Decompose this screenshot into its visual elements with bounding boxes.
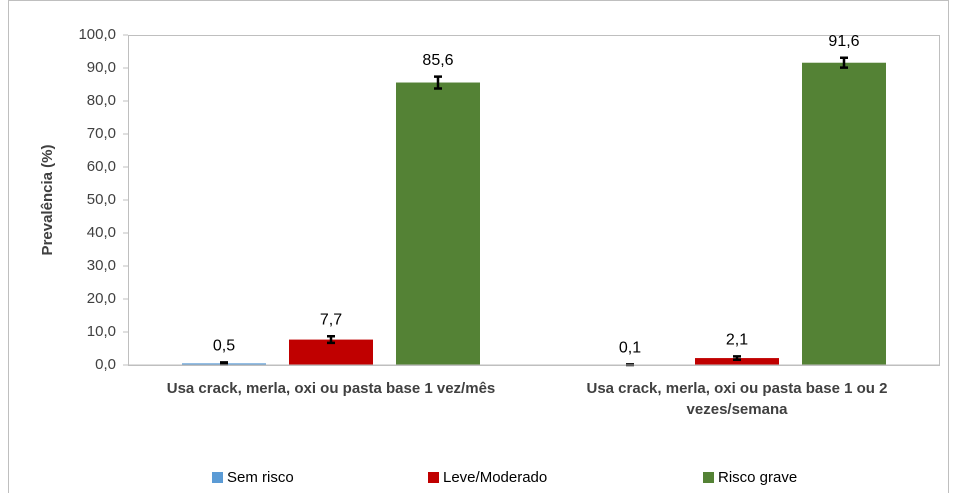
error-bar xyxy=(840,56,848,69)
x-tick-label-box: Usa crack, merla, oxi ou pasta base 1 ou… xyxy=(586,380,888,418)
y-tick-label: 0,0 xyxy=(95,356,116,373)
chart-frame xyxy=(8,0,949,493)
y-tick-label: 50,0 xyxy=(87,191,116,208)
error-bar xyxy=(327,335,335,345)
error-bar xyxy=(220,361,228,366)
legend-label: Sem risco xyxy=(227,469,294,486)
x-tick-label: Usa crack, merla, oxi ou pasta base 1 ve… xyxy=(166,380,496,397)
x-tick-label-box: Usa crack, merla, oxi ou pasta base 1 ve… xyxy=(166,380,496,397)
y-tick-label: 40,0 xyxy=(87,224,116,241)
legend-label: Risco grave xyxy=(718,469,797,486)
data-label: 0,5 xyxy=(213,338,235,355)
y-axis-label: Prevalência (%) xyxy=(39,145,56,256)
y-tick-label: 70,0 xyxy=(87,125,116,142)
y-tick-label: 90,0 xyxy=(87,59,116,76)
error-bar xyxy=(733,355,741,361)
legend-swatch xyxy=(428,472,439,483)
data-label: 91,6 xyxy=(828,33,859,50)
legend-swatch xyxy=(212,472,223,483)
bar xyxy=(396,82,480,366)
x-tick-label: Usa crack, merla, oxi ou pasta base 1 ou… xyxy=(586,380,888,418)
legend-swatch xyxy=(703,472,714,483)
y-tick-label: 10,0 xyxy=(87,323,116,340)
y-tick-label: 20,0 xyxy=(87,290,116,307)
legend-label: Leve/Moderado xyxy=(443,469,547,486)
error-bar xyxy=(434,75,442,90)
data-label: 2,1 xyxy=(726,332,748,349)
bar xyxy=(802,62,886,365)
data-label: 7,7 xyxy=(320,312,342,329)
y-tick-label: 80,0 xyxy=(87,92,116,109)
y-tick-label: 100,0 xyxy=(78,26,116,43)
y-tick-label: 60,0 xyxy=(87,158,116,175)
data-label: 85,6 xyxy=(422,52,453,69)
data-label: 0,1 xyxy=(619,340,641,357)
bar xyxy=(695,358,779,365)
y-tick-label: 30,0 xyxy=(87,257,116,274)
